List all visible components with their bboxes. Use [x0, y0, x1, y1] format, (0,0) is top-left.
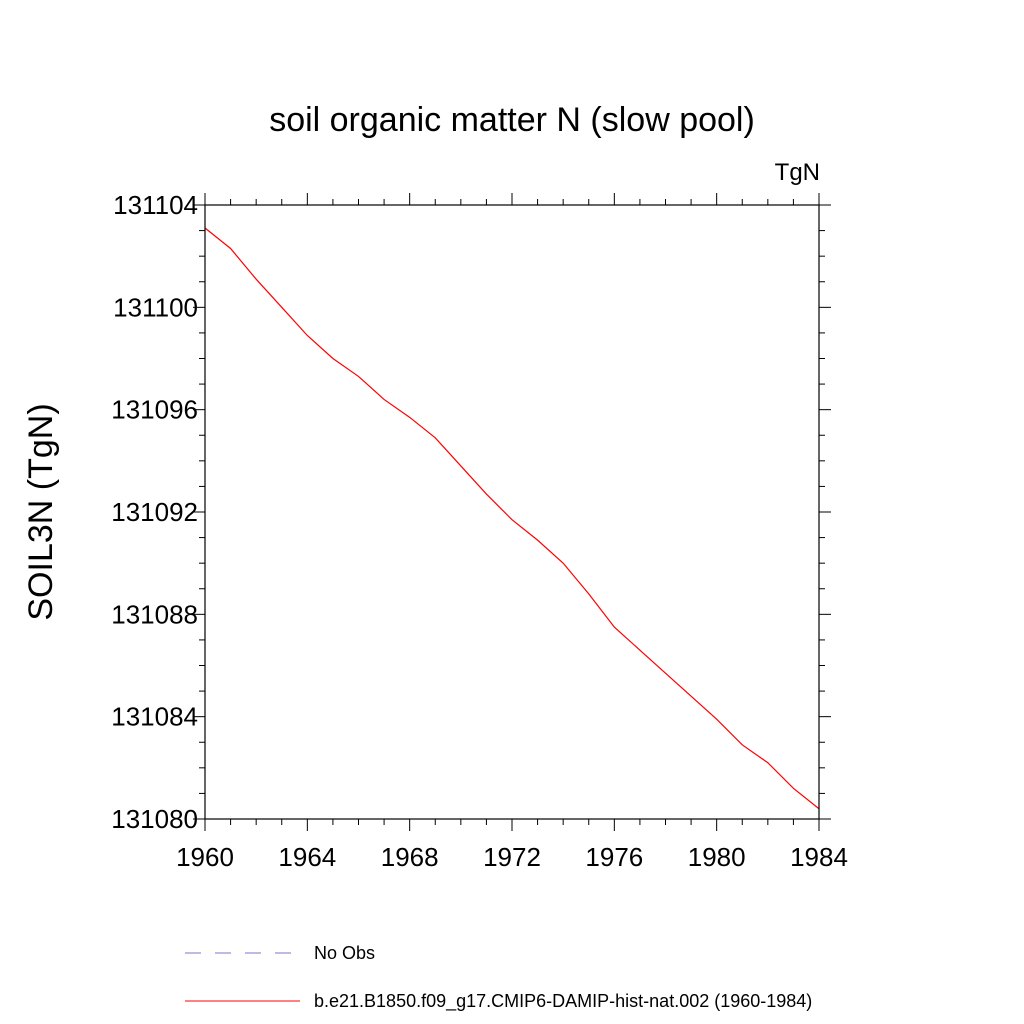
x-tick-label: 1972 — [483, 842, 541, 872]
legend-label: b.e21.B1850.f09_g17.CMIP6-DAMIP-hist-nat… — [314, 991, 812, 1012]
plot-data — [204, 227, 820, 810]
x-tick-label: 1976 — [585, 842, 643, 872]
y-tick-label: 131080 — [111, 804, 198, 834]
legend-label: No Obs — [314, 943, 375, 963]
chart-title: soil organic matter N (slow pool) — [269, 101, 755, 139]
axis-ticks: 1960 1964 1968 1972 1976 1980 1984 131080 131084… — [111, 190, 848, 872]
y-tick-label: 131092 — [111, 497, 198, 527]
plot-frame — [204, 204, 820, 820]
y-tick-label: 131088 — [111, 599, 198, 629]
series-line — [204, 227, 820, 810]
y-tick-label: 131104 — [113, 190, 198, 220]
y-axis-title: SOIL3N (TgN) — [22, 403, 60, 620]
units-label: TgN — [775, 159, 820, 186]
y-tick-label: 131084 — [111, 702, 198, 732]
x-tick-label: 1980 — [688, 842, 746, 872]
x-tick-label: 1960 — [176, 842, 234, 872]
y-tick-label: 131096 — [111, 395, 198, 425]
x-tick-label: 1984 — [790, 842, 848, 872]
x-tick-label: 1968 — [381, 842, 439, 872]
y-tick-label: 131100 — [113, 292, 198, 322]
legend: No Obs b.e21.B1850.f09_g17.CMIP6-DAMIP-hi… — [185, 943, 812, 1012]
x-tick-label: 1964 — [278, 842, 336, 872]
